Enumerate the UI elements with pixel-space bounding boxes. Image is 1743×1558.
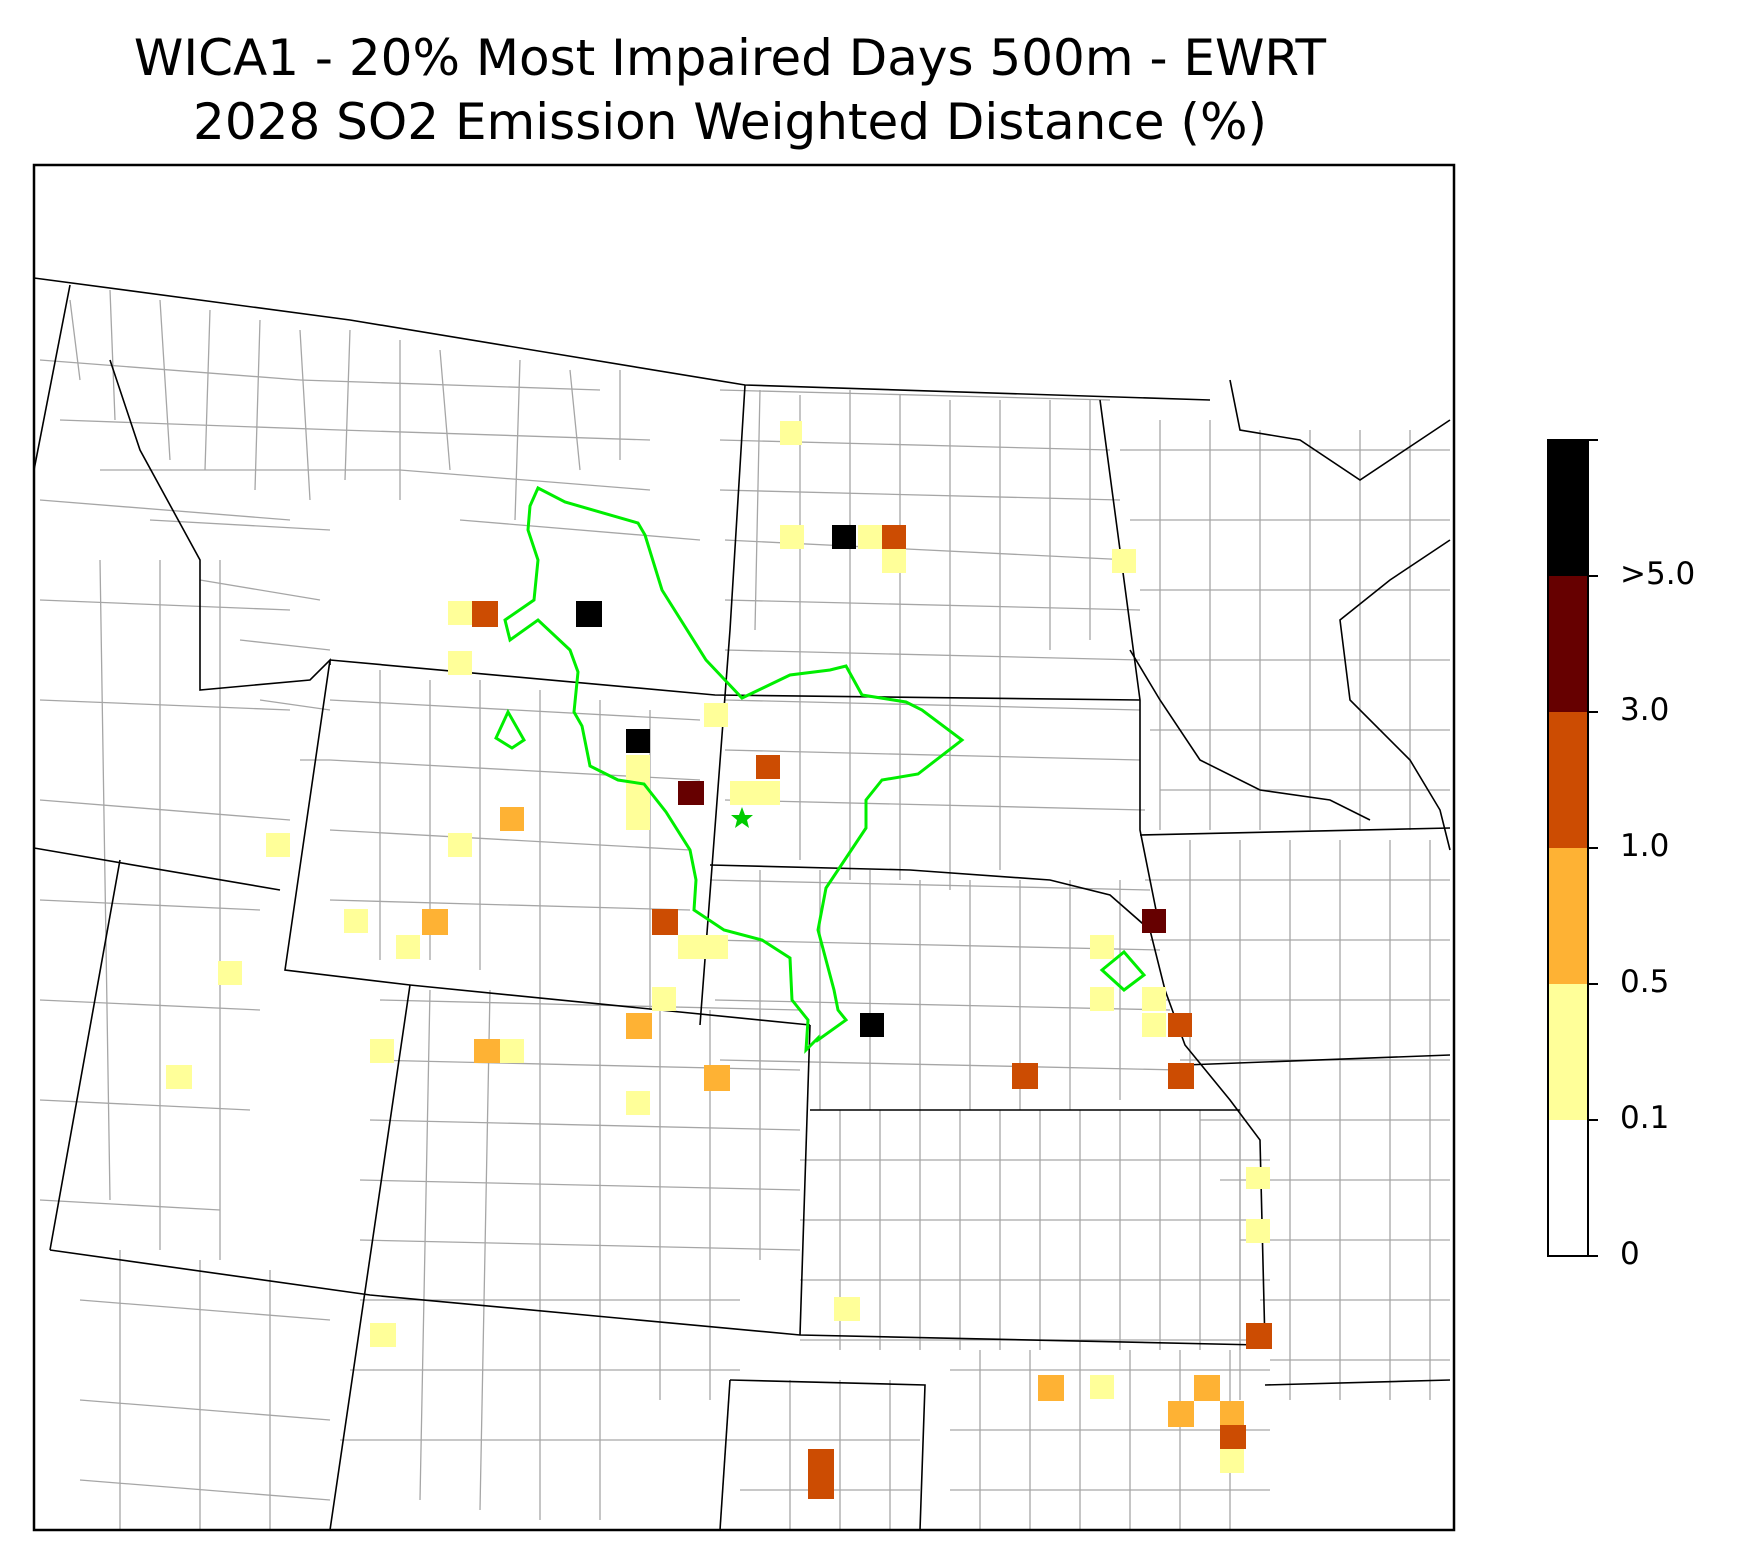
colorbar-frame bbox=[1547, 439, 1589, 1257]
colorbar-bin bbox=[1548, 712, 1588, 848]
colorbar-tick-label: 1.0 bbox=[1620, 828, 1670, 864]
map-frame bbox=[32, 163, 1456, 1532]
map-title-line1: WICA1 - 20% Most Impaired Days 500m - EW… bbox=[133, 29, 1327, 87]
county-borders bbox=[39, 289, 1450, 1530]
colorbar-bin bbox=[1548, 440, 1588, 576]
colorbar-tick-label: 0 bbox=[1620, 1236, 1640, 1272]
colorbar-tick-label: 0.1 bbox=[1620, 1100, 1670, 1136]
colorbar-tick-label: 0.5 bbox=[1620, 964, 1670, 1000]
colorbar-bin bbox=[1548, 576, 1588, 712]
colorbar-tick-label: 3.0 bbox=[1620, 692, 1670, 728]
state-borders bbox=[34, 277, 1451, 1530]
colorbar-bin bbox=[1548, 1120, 1588, 1256]
map-title-line2: 2028 SO2 Emission Weighted Distance (%) bbox=[193, 93, 1267, 151]
colorbar-tick-label: >5.0 bbox=[1620, 556, 1696, 592]
colorbar-bin bbox=[1548, 984, 1588, 1120]
colorbar bbox=[1547, 439, 1598, 1257]
colorbar-bin bbox=[1548, 848, 1588, 984]
impact-contours bbox=[494, 485, 1147, 1054]
impact-cells bbox=[166, 421, 1272, 1499]
map-area bbox=[34, 277, 1451, 1530]
site-star-marker bbox=[731, 807, 753, 828]
